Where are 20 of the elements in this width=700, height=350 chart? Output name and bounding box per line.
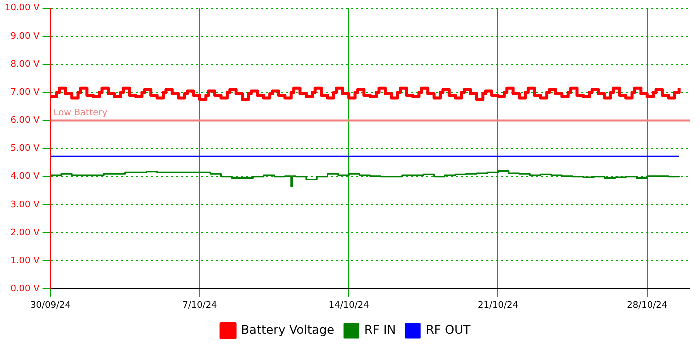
- y-tick-label: 5.00 V: [10, 144, 41, 154]
- y-tick-label: 3.00 V: [10, 200, 41, 210]
- y-tick-label: 4.00 V: [10, 172, 41, 182]
- x-tick-label: 30/09/24: [30, 300, 72, 311]
- y-tick-label: 9.00 V: [10, 32, 41, 42]
- y-tick-label: 2.00 V: [10, 228, 41, 238]
- x-tick-label: 7/10/24: [182, 300, 218, 311]
- x-tick-label: 14/10/24: [328, 300, 370, 311]
- ref-line-label: Low Battery: [54, 108, 108, 119]
- y-tick-label: 7.00 V: [10, 88, 41, 98]
- legend-label: RF IN: [364, 323, 396, 338]
- legend-label: Battery Voltage: [241, 323, 335, 338]
- y-tick-label: 6.00 V: [10, 116, 41, 126]
- y-tick-label: 10.00 V: [4, 4, 41, 14]
- x-tick-label: 21/10/24: [478, 300, 519, 311]
- x-tick-label: 28/10/24: [627, 300, 668, 311]
- legend-label: RF OUT: [426, 323, 472, 338]
- y-tick-label: 1.00 V: [10, 256, 41, 266]
- y-tick-label: 8.00 V: [10, 60, 41, 70]
- y-tick-label: 0.00 V: [10, 284, 41, 295]
